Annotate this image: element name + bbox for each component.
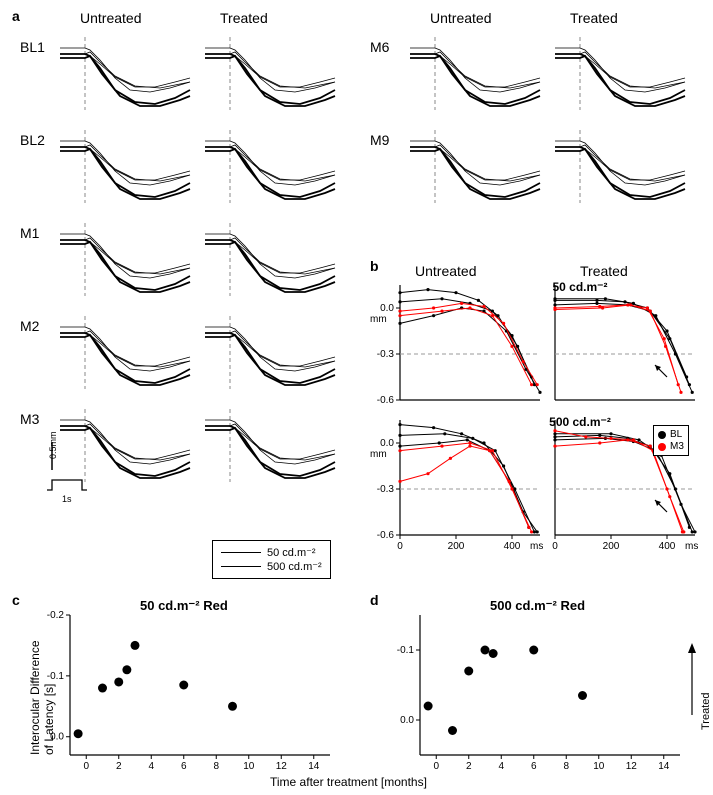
svg-text:12: 12 (276, 761, 288, 772)
svg-text:400: 400 (504, 541, 521, 552)
svg-text:12: 12 (626, 761, 638, 772)
svg-text:mm: mm (370, 449, 387, 460)
panel-d-title: 500 cd.m⁻² Red (490, 598, 585, 614)
svg-text:8: 8 (563, 761, 569, 772)
svg-text:6: 6 (181, 761, 187, 772)
svg-text:ms: ms (530, 541, 543, 552)
svg-text:0.0: 0.0 (380, 438, 394, 449)
figure-root: a b c d Untreated Treated Untreated Trea… (0, 0, 713, 795)
legend-row: BL (658, 429, 684, 440)
legend-label: M3 (670, 441, 684, 452)
svg-text:-0.6: -0.6 (377, 530, 395, 541)
panel-c-title: 50 cd.m⁻² Red (140, 598, 228, 614)
svg-text:2: 2 (466, 761, 472, 772)
panel-c-ylabel: Interocular Difference of Latency [s] (28, 640, 56, 755)
panel-b-traces: 0.0-0.3-0.6mm0.0-0.3-0.6mm0200400ms02004… (0, 0, 713, 580)
svg-text:-0.3: -0.3 (377, 349, 395, 360)
svg-text:0.0: 0.0 (400, 715, 414, 726)
svg-text:-0.6: -0.6 (377, 395, 395, 406)
svg-text:0: 0 (433, 761, 439, 772)
svg-text:400: 400 (659, 541, 676, 552)
svg-text:8: 8 (213, 761, 219, 772)
panel-b-legend: BL M3 (653, 425, 689, 456)
svg-text:-0.2: -0.2 (47, 610, 65, 621)
svg-text:0.0: 0.0 (380, 303, 394, 314)
svg-text:14: 14 (308, 761, 320, 772)
legend-swatch-bl-icon (658, 431, 666, 439)
svg-text:-0.3: -0.3 (377, 484, 395, 495)
svg-text:200: 200 (603, 541, 620, 552)
svg-text:4: 4 (148, 761, 154, 772)
legend-row: M3 (658, 441, 684, 452)
svg-text:10: 10 (243, 761, 255, 772)
svg-text:0: 0 (397, 541, 403, 552)
treated-eye-better-label: Treated Eye Better (700, 692, 713, 730)
panel-cd-scatter: 02468101214-0.2-0.10.002468101214-0.10.0 (0, 595, 713, 795)
svg-text:14: 14 (658, 761, 670, 772)
svg-text:ms: ms (685, 541, 698, 552)
svg-text:4: 4 (498, 761, 504, 772)
svg-text:6: 6 (531, 761, 537, 772)
svg-text:2: 2 (116, 761, 122, 772)
shared-xlabel: Time after treatment [months] (270, 775, 427, 789)
svg-text:-0.1: -0.1 (397, 645, 415, 656)
legend-swatch-m3-icon (658, 443, 666, 451)
svg-text:200: 200 (448, 541, 465, 552)
svg-text:0: 0 (552, 541, 558, 552)
svg-text:mm: mm (370, 314, 387, 325)
svg-text:10: 10 (593, 761, 605, 772)
svg-text:0: 0 (83, 761, 89, 772)
legend-label: BL (670, 429, 682, 440)
